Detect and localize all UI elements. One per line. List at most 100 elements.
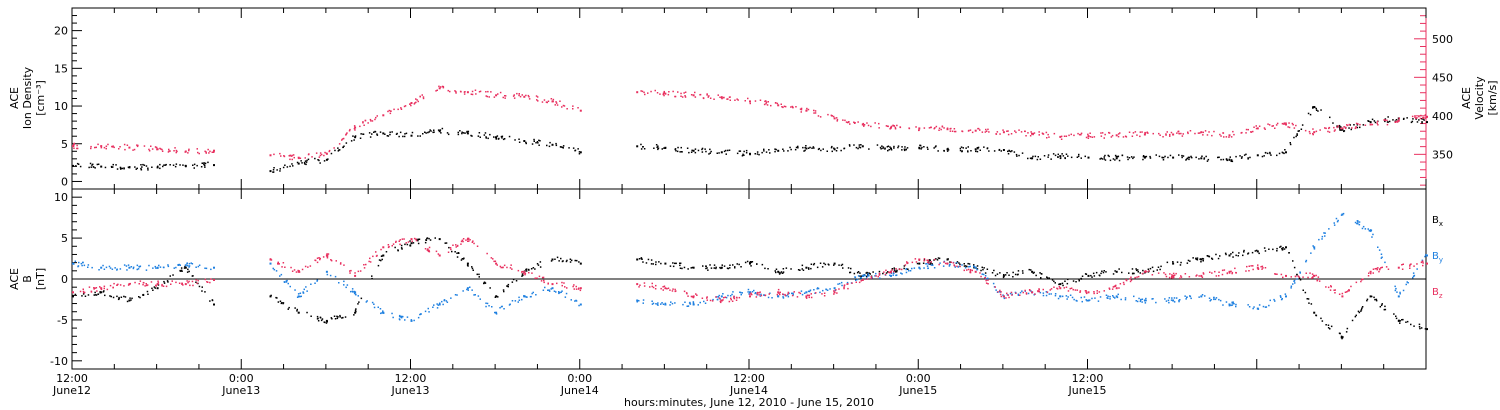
data-texture-dot: [404, 243, 406, 246]
data-texture-dot: [953, 128, 956, 130]
data-texture-dot: [136, 268, 138, 271]
data-texture-dot: [96, 163, 99, 166]
data-texture-dot: [1221, 269, 1224, 272]
data-texture-dot: [841, 263, 844, 266]
data-texture-dot: [525, 270, 528, 272]
data-texture-dot: [1305, 272, 1307, 274]
data-texture-dot: [655, 303, 657, 305]
x-tick-label-time: 12:00: [56, 372, 88, 385]
data-texture-dot: [759, 99, 762, 101]
data-texture-dot: [1032, 272, 1035, 274]
data-texture-dot: [1327, 130, 1329, 133]
data-point: [495, 311, 498, 314]
data-texture-dot: [389, 133, 391, 136]
data-texture-dot: [1380, 304, 1383, 306]
data-texture-dot: [1247, 158, 1249, 160]
data-texture-dot: [362, 121, 364, 123]
data-texture-dot: [1410, 323, 1412, 326]
data-texture-dot: [868, 275, 870, 277]
data-texture-dot: [92, 163, 94, 166]
data-texture-dot: [460, 243, 462, 245]
data-texture-dot: [1117, 155, 1120, 158]
data-texture-dot: [1240, 157, 1243, 159]
data-texture-dot: [522, 274, 524, 277]
data-texture-dot: [541, 101, 544, 103]
data-texture-dot: [292, 165, 294, 167]
data-texture-dot: [397, 108, 399, 111]
data-point: [636, 91, 639, 94]
data-texture-dot: [1006, 294, 1009, 296]
data-texture-dot: [375, 251, 377, 253]
data-texture-dot: [1339, 129, 1341, 131]
data-texture-dot: [1211, 134, 1213, 137]
data-texture-dot: [1248, 270, 1250, 272]
data-texture-dot: [303, 161, 306, 164]
data-texture-dot: [543, 281, 545, 284]
data-texture-dot: [1054, 282, 1056, 284]
data-point: [636, 145, 639, 148]
data-texture-dot: [791, 105, 794, 108]
data-texture-dot: [96, 290, 98, 292]
data-texture-dot: [111, 268, 114, 270]
data-texture-dot: [710, 150, 712, 153]
data-texture-dot: [447, 251, 450, 253]
data-texture-dot: [981, 266, 983, 269]
data-texture-dot: [1048, 293, 1050, 295]
data-texture-dot: [539, 261, 542, 263]
data-texture-dot: [987, 283, 989, 285]
data-texture-dot: [857, 147, 859, 150]
data-texture-dot: [1211, 257, 1213, 260]
data-texture-dot: [495, 295, 498, 297]
data-texture-dot: [288, 155, 290, 157]
data-texture-dot: [887, 271, 889, 273]
data-texture-dot: [1003, 297, 1006, 300]
data-texture-dot: [135, 168, 137, 170]
data-texture-dot: [205, 267, 208, 270]
data-texture-dot: [1182, 133, 1184, 135]
data-point: [72, 262, 74, 265]
data-texture-dot: [791, 292, 793, 295]
data-texture-dot: [778, 271, 780, 274]
data-texture-dot: [1338, 124, 1341, 127]
data-texture-dot: [938, 129, 940, 131]
data-texture-dot: [878, 274, 881, 276]
data-texture-dot: [701, 148, 703, 151]
data-texture-dot: [203, 162, 205, 164]
data-texture-dot: [150, 281, 153, 283]
data-texture-dot: [713, 98, 715, 100]
x-tick-label-date: June15: [898, 384, 937, 397]
data-point: [777, 104, 780, 107]
data-texture-dot: [985, 282, 988, 284]
data-texture-dot: [850, 267, 852, 270]
data-texture-dot: [1155, 301, 1157, 304]
data-point: [213, 303, 215, 306]
data-texture-dot: [1139, 131, 1142, 133]
data-texture-dot: [1268, 304, 1270, 307]
data-texture-dot: [1347, 290, 1349, 292]
data-texture-dot: [718, 294, 720, 297]
data-texture-dot: [872, 271, 874, 273]
data-texture-dot: [429, 129, 431, 131]
data-texture-dot: [1203, 157, 1206, 159]
data-texture-dot: [915, 126, 917, 128]
data-texture-dot: [690, 267, 692, 269]
data-texture-dot: [866, 278, 868, 280]
data-texture-dot: [365, 301, 368, 303]
data-texture-dot: [409, 244, 411, 247]
data-texture-dot: [913, 267, 916, 269]
data-texture-dot: [1235, 272, 1237, 274]
data-texture-dot: [1144, 156, 1146, 158]
data-texture-dot: [1248, 265, 1250, 267]
data-texture-dot: [330, 259, 332, 261]
data-texture-dot: [446, 301, 449, 303]
data-texture-dot: [1144, 302, 1147, 304]
data-texture-dot: [1231, 302, 1233, 304]
data-texture-dot: [1340, 336, 1343, 339]
data-texture-dot: [701, 297, 704, 299]
data-point: [297, 295, 300, 298]
data-texture-dot: [808, 290, 811, 293]
data-point: [1059, 283, 1062, 286]
data-texture-dot: [999, 272, 1001, 274]
data-texture-dot: [516, 92, 518, 95]
data-texture-dot: [1100, 135, 1103, 137]
